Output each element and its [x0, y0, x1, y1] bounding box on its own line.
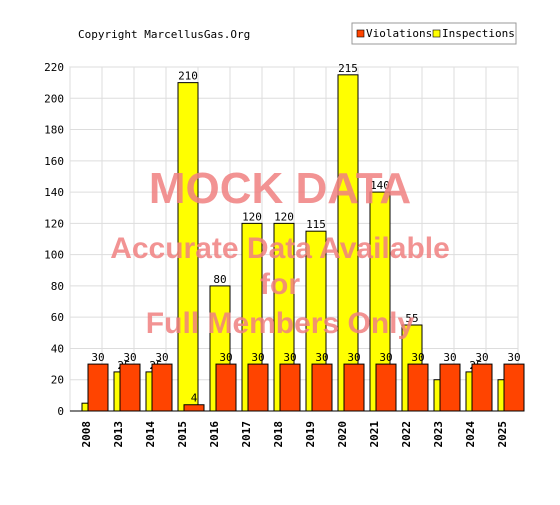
legend-swatch-inspections: [432, 29, 441, 38]
data-label-violations-2024: 30: [475, 351, 488, 364]
x-tick-label: 2022: [400, 421, 413, 448]
x-tick-label: 2019: [304, 421, 317, 448]
y-tick-label: 100: [44, 249, 64, 262]
data-label-inspections-2018: 120: [274, 210, 294, 223]
x-tick-label: 2013: [112, 421, 125, 448]
data-label-violations-2017: 30: [251, 351, 264, 364]
x-tick-label: 2023: [432, 421, 445, 448]
data-label-violations-2014: 30: [155, 351, 168, 364]
data-label-violations-2018: 30: [283, 351, 296, 364]
bar-violations-2013: [119, 363, 141, 412]
y-tick-label: 60: [51, 311, 64, 324]
legend-label-violations: Violations: [366, 27, 432, 40]
bar-violations-2025: [503, 363, 525, 412]
watermark-line4: Full Members Only: [146, 307, 415, 340]
bar-violations-2008: [87, 363, 109, 412]
bar-violations-2021: [375, 363, 397, 412]
legend: Violations Inspections: [351, 22, 517, 45]
data-label-violations-2019: 30: [315, 351, 328, 364]
watermark-line1: MOCK DATA: [149, 164, 411, 213]
bar-violations-2014: [151, 363, 173, 412]
y-tick-label: 80: [51, 280, 64, 293]
watermark: MOCK DATA Accurate Data Available for Fu…: [110, 164, 450, 340]
x-tick-label: 2021: [368, 421, 381, 448]
data-label-violations-2008: 30: [91, 351, 104, 364]
x-tick-label: 2020: [336, 421, 349, 448]
y-tick-label: 20: [51, 374, 64, 387]
data-label-violations-2016: 30: [219, 351, 232, 364]
y-tick-label: 220: [44, 61, 64, 74]
x-tick-label: 2025: [496, 421, 509, 448]
bar-violations-2019: [311, 363, 333, 412]
bar-violations-2017: [247, 363, 269, 412]
data-label-violations-2015: 4: [191, 392, 198, 405]
bar-violations-2015: [183, 404, 205, 412]
x-tick-label: 2008: [80, 421, 93, 448]
watermark-line2: Accurate Data Available: [110, 232, 450, 265]
data-label-inspections-2022: 55: [405, 312, 418, 325]
data-label-inspections-2015: 210: [178, 70, 198, 83]
data-label-violations-2023: 30: [443, 351, 456, 364]
bar-violations-2022: [407, 363, 429, 412]
copyright-text: Copyright MarcellusGas.Org: [78, 28, 250, 41]
bar-violations-2016: [215, 363, 237, 412]
y-tick-label: 120: [44, 217, 64, 230]
x-axis: 2008 2013 2014 2015 2016 2017 2018 2019 2020 2021…: [70, 410, 518, 448]
x-tick-label: 2014: [144, 421, 157, 448]
data-label-violations-2022: 30: [411, 351, 424, 364]
y-tick-label: 200: [44, 92, 64, 105]
data-label-inspections-2017: 120: [242, 210, 262, 223]
watermark-line3: for: [260, 268, 300, 301]
data-label-violations-2013: 30: [123, 351, 136, 364]
bars: 3025302530210480301203012030115302153014…: [81, 62, 525, 412]
x-tick-label: 2017: [240, 421, 253, 448]
data-label-inspections-2019: 115: [306, 218, 326, 231]
data-label-violations-2025: 30: [507, 351, 520, 364]
y-tick-label: 140: [44, 186, 64, 199]
x-tick-label: 2024: [464, 421, 477, 448]
y-tick-label: 40: [51, 342, 64, 355]
data-label-inspections-2021: 140: [370, 179, 390, 192]
data-label-violations-2021: 30: [379, 351, 392, 364]
x-tick-label: 2016: [208, 421, 221, 448]
x-tick-label: 2018: [272, 421, 285, 448]
data-label-inspections-2016: 80: [213, 273, 226, 286]
x-tick-label: 2015: [176, 421, 189, 448]
legend-label-inspections: Inspections: [442, 27, 515, 40]
y-tick-label: 180: [44, 124, 64, 137]
y-axis: 0 20 40 60 80 100 120 140 160 180 200 220: [44, 61, 64, 418]
y-tick-label: 0: [57, 405, 64, 418]
y-tick-label: 160: [44, 155, 64, 168]
legend-swatch-violations: [356, 29, 365, 38]
bar-violations-2018: [279, 363, 301, 412]
data-label-inspections-2020: 215: [338, 62, 358, 75]
bar-violations-2023: [439, 363, 461, 412]
bar-violations-2024: [471, 363, 493, 412]
bar-violations-2020: [343, 363, 365, 412]
data-label-violations-2020: 30: [347, 351, 360, 364]
